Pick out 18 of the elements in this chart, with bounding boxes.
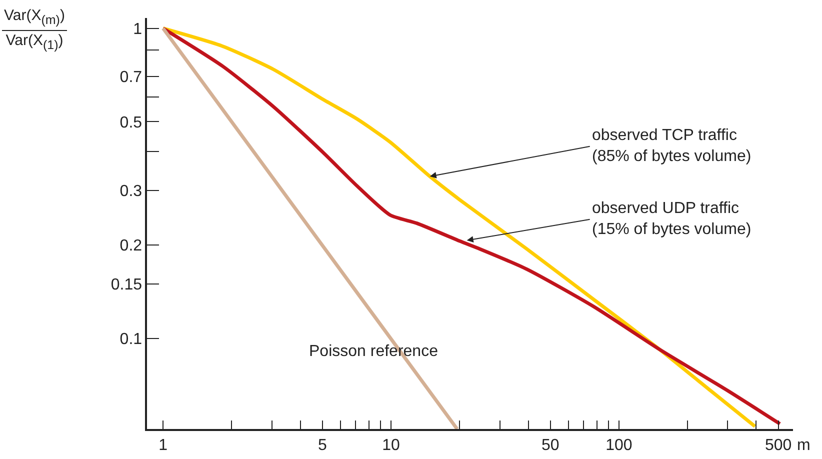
annotation: observed TCP traffic (85% of bytes volume) bbox=[592, 127, 752, 165]
annotation: Poisson reference bbox=[309, 343, 438, 360]
x-tick-label: 50 bbox=[541, 436, 560, 454]
text: Var(X$_{(m)}$) Var(X$_{(1)}$) bbox=[4, 7, 65, 52]
x-tick-label: 500 bbox=[764, 436, 792, 454]
y-tick-label: 0.5 bbox=[120, 114, 142, 132]
x-tick-label: 1 bbox=[158, 436, 168, 454]
y-tick-label: 0.1 bbox=[120, 330, 142, 348]
y-tick-label: 1 bbox=[133, 20, 142, 38]
x-tick-label: 5 bbox=[318, 436, 327, 454]
y-tick-label: 0.15 bbox=[110, 276, 142, 294]
annotation: observed UDP traffic (15% of bytes volume) bbox=[592, 200, 752, 238]
x-tick-label: 10 bbox=[382, 436, 400, 454]
y-tick-label: 0.2 bbox=[120, 238, 142, 255]
y-tick-label: 0.3 bbox=[120, 183, 142, 200]
x-tick-label: 100 bbox=[606, 436, 632, 454]
x-axis-title: m bbox=[797, 437, 810, 454]
y-tick-label: 0.7 bbox=[120, 68, 142, 86]
